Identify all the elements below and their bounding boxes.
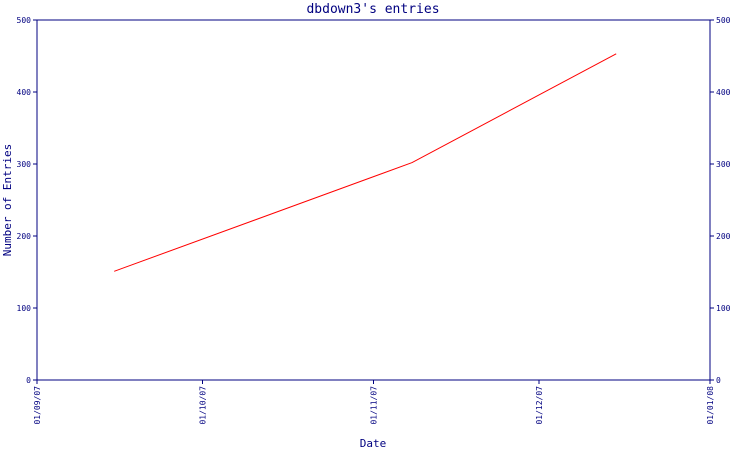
y-tick-label-right: 0	[716, 376, 721, 385]
y-tick-label-right: 400	[716, 88, 731, 97]
x-tick-label: 01/12/07	[535, 386, 544, 425]
y-axis-label: Number of Entries	[1, 144, 14, 257]
chart-title: dbdown3's entries	[306, 2, 439, 17]
x-tick-label: 01/09/07	[33, 386, 42, 425]
y-tick-label-left: 400	[17, 88, 32, 97]
y-tick-label-left: 0	[26, 376, 31, 385]
y-tick-label-right: 300	[716, 160, 731, 169]
x-axis-label: Date	[360, 437, 387, 450]
y-tick-label-right: 500	[716, 16, 731, 25]
y-tick-label-left: 100	[17, 304, 32, 313]
plot-area	[36, 19, 711, 381]
x-tick-label: 01/10/07	[198, 386, 207, 425]
y-tick-label-left: 300	[17, 160, 32, 169]
series-line	[114, 53, 617, 272]
y-tick-label-left: 500	[17, 16, 32, 25]
y-tick-label-right: 100	[716, 304, 731, 313]
x-tick-label: 01/11/07	[370, 386, 379, 425]
x-tick-label: 01/01/08	[706, 386, 715, 425]
y-tick-label-right: 200	[716, 232, 731, 241]
y-tick-label-left: 200	[17, 232, 32, 241]
